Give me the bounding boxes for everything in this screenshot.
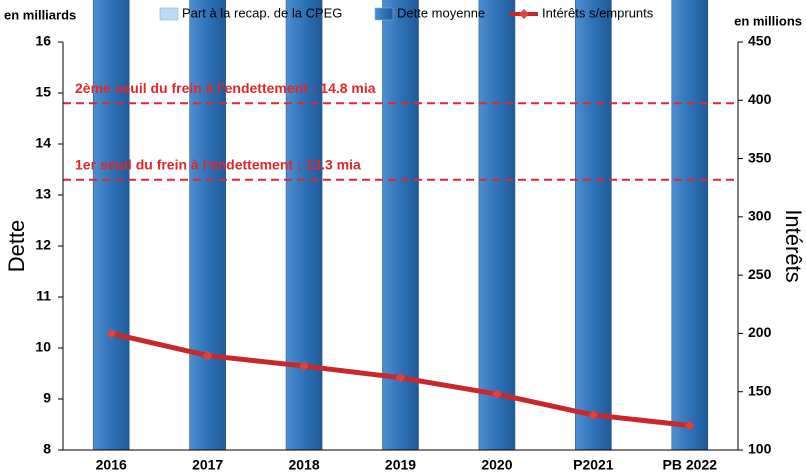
x-tick-label: PB 2022 [663,457,718,473]
x-tick-label: 2020 [481,457,512,473]
y-unit-label: en milliards [4,7,76,22]
legend-label: Dette moyenne [397,5,485,20]
line-marker [395,372,406,383]
x-tick-label: 2019 [385,457,416,473]
y2-tick-label: 400 [748,91,772,107]
line-marker [491,389,502,399]
y-tick-label: 16 [35,33,51,49]
x-tick-label: P2021 [573,457,614,473]
legend-swatch [519,9,529,19]
y-axis-title: Dette [4,220,29,273]
line-marker [202,350,213,361]
y2-tick-label: 300 [748,208,772,224]
y-tick-label: 15 [35,84,51,100]
y-tick-label: 14 [35,135,51,151]
y2-tick-label: 200 [748,324,772,340]
y2-tick-label: 150 [748,382,772,398]
bar [478,0,516,451]
legend-label: Intérêts s/emprunts [542,5,654,20]
bar [92,0,130,451]
legend-swatch [374,7,394,21]
legend-swatch [159,7,179,21]
y-tick-label: 12 [35,237,51,253]
bar [285,0,323,451]
y2-tick-label: 450 [748,33,772,49]
threshold-label: 2ème seuil du frein à l'endettement : 14… [75,80,376,96]
y-tick-label: 11 [36,288,51,304]
y2-axis-title: Intérêts [781,209,806,282]
y-tick-label: 10 [35,339,51,355]
line-marker [588,410,599,420]
line-marker [684,420,695,431]
y-tick-label: 13 [35,186,51,202]
y2-tick-label: 100 [748,441,772,457]
x-tick-label: 2016 [96,457,127,473]
y-tick-label: 8 [43,441,51,457]
x-tick-label: 2018 [288,457,319,473]
y2-tick-label: 350 [748,149,772,165]
y-tick-label: 9 [43,390,51,406]
y2-tick-label: 250 [748,266,772,282]
bar [575,0,612,451]
x-tick-label: 2017 [192,457,223,473]
legend-label: Part à la recap. de la CPEG [182,5,342,20]
y2-unit-label: en millions [734,13,802,28]
threshold-label: 1er seuil du frein à l'endettement : 13.… [75,156,361,172]
bar [671,0,709,451]
bar [189,0,226,451]
line-marker [299,361,310,372]
